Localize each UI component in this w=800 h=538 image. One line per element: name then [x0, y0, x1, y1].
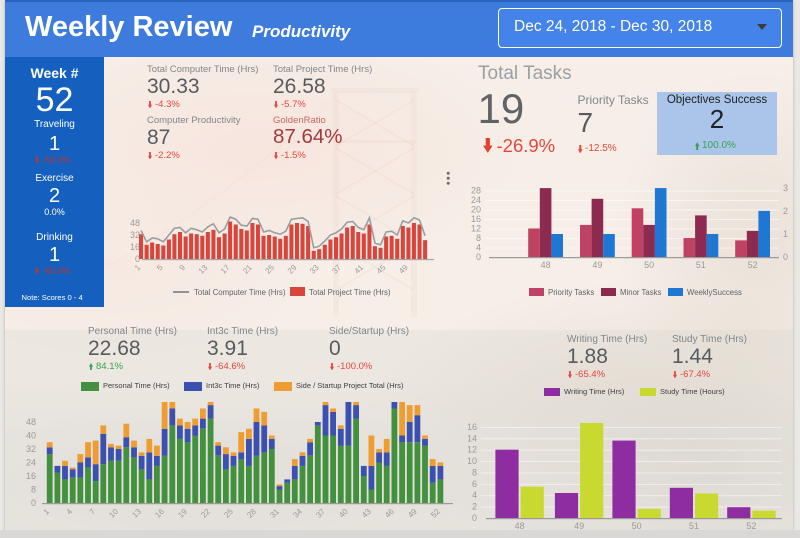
svg-text:45: 45 [375, 263, 388, 276]
svg-text:WeeklySuccess: WeeklySuccess [687, 288, 742, 297]
svg-text:49: 49 [406, 507, 419, 520]
svg-text:24: 24 [471, 195, 481, 205]
svg-text:49: 49 [574, 521, 584, 530]
svg-text:49: 49 [397, 263, 410, 276]
svg-text:16: 16 [130, 242, 140, 252]
svg-text:48: 48 [515, 521, 525, 530]
svg-text:40: 40 [26, 431, 36, 441]
svg-text:28: 28 [245, 507, 258, 520]
svg-text:10: 10 [107, 507, 120, 520]
svg-text:52: 52 [746, 521, 756, 530]
svg-text:22: 22 [199, 507, 212, 520]
svg-text:Total Computer Time (Hrs): Total Computer Time (Hrs) [194, 288, 286, 297]
svg-text:16: 16 [468, 422, 477, 432]
svg-text:4: 4 [65, 507, 75, 517]
svg-text:28: 28 [471, 186, 481, 196]
svg-text:10: 10 [468, 456, 477, 466]
svg-text:9: 9 [178, 263, 188, 273]
svg-text:51: 51 [689, 521, 699, 530]
svg-text:16: 16 [471, 214, 481, 224]
svg-text:40: 40 [337, 507, 350, 520]
svg-text:52: 52 [748, 260, 758, 270]
svg-text:24: 24 [26, 458, 36, 468]
svg-text:0: 0 [476, 252, 481, 262]
svg-text:50: 50 [632, 521, 642, 530]
svg-text:49: 49 [592, 260, 602, 270]
svg-text:16: 16 [153, 507, 166, 520]
svg-text:2: 2 [783, 206, 788, 216]
svg-text:41: 41 [353, 263, 366, 276]
svg-text:Minor Tasks: Minor Tasks [620, 288, 662, 297]
svg-text:13: 13 [197, 263, 210, 276]
svg-text:48: 48 [541, 260, 551, 270]
svg-text:3: 3 [783, 183, 788, 193]
svg-text:13: 13 [130, 507, 143, 520]
svg-text:29: 29 [286, 263, 299, 276]
svg-text:37: 37 [314, 507, 327, 520]
svg-text:37: 37 [330, 263, 343, 276]
svg-text:50: 50 [644, 260, 654, 270]
svg-text:25: 25 [263, 263, 276, 276]
svg-text:0: 0 [472, 513, 477, 523]
svg-text:20: 20 [471, 205, 481, 215]
svg-text:31: 31 [268, 507, 281, 520]
svg-text:Priority Tasks: Priority Tasks [548, 288, 594, 297]
svg-text:32: 32 [26, 444, 36, 454]
svg-text:48: 48 [130, 218, 140, 228]
svg-text:43: 43 [360, 507, 373, 520]
svg-text:14: 14 [468, 433, 477, 443]
svg-text:1: 1 [133, 263, 143, 273]
svg-text:1: 1 [783, 229, 788, 239]
svg-text:51: 51 [696, 260, 706, 270]
svg-text:5: 5 [155, 263, 165, 273]
svg-text:7: 7 [88, 507, 98, 517]
svg-text:0: 0 [135, 254, 140, 264]
svg-text:4: 4 [476, 243, 481, 253]
svg-text:Total Project Time (Hrs): Total Project Time (Hrs) [309, 288, 391, 297]
svg-text:16: 16 [26, 471, 36, 481]
svg-text:4: 4 [472, 490, 477, 500]
svg-text:48: 48 [26, 417, 36, 427]
svg-text:8: 8 [31, 485, 36, 495]
svg-text:1: 1 [42, 507, 52, 517]
svg-text:34: 34 [291, 507, 304, 520]
svg-text:33: 33 [308, 263, 321, 276]
svg-text:6: 6 [472, 479, 477, 489]
svg-text:32: 32 [130, 230, 140, 240]
svg-text:0: 0 [783, 252, 788, 262]
svg-text:19: 19 [176, 507, 189, 520]
svg-text:52: 52 [429, 507, 442, 520]
svg-text:12: 12 [471, 224, 481, 234]
svg-text:46: 46 [383, 507, 396, 520]
svg-text:17: 17 [219, 263, 232, 276]
svg-text:25: 25 [222, 507, 235, 520]
svg-text:0: 0 [31, 498, 36, 508]
svg-text:12: 12 [468, 445, 477, 455]
svg-text:21: 21 [241, 263, 254, 276]
svg-text:2: 2 [472, 502, 477, 512]
svg-text:8: 8 [476, 233, 481, 243]
svg-text:8: 8 [472, 468, 477, 478]
